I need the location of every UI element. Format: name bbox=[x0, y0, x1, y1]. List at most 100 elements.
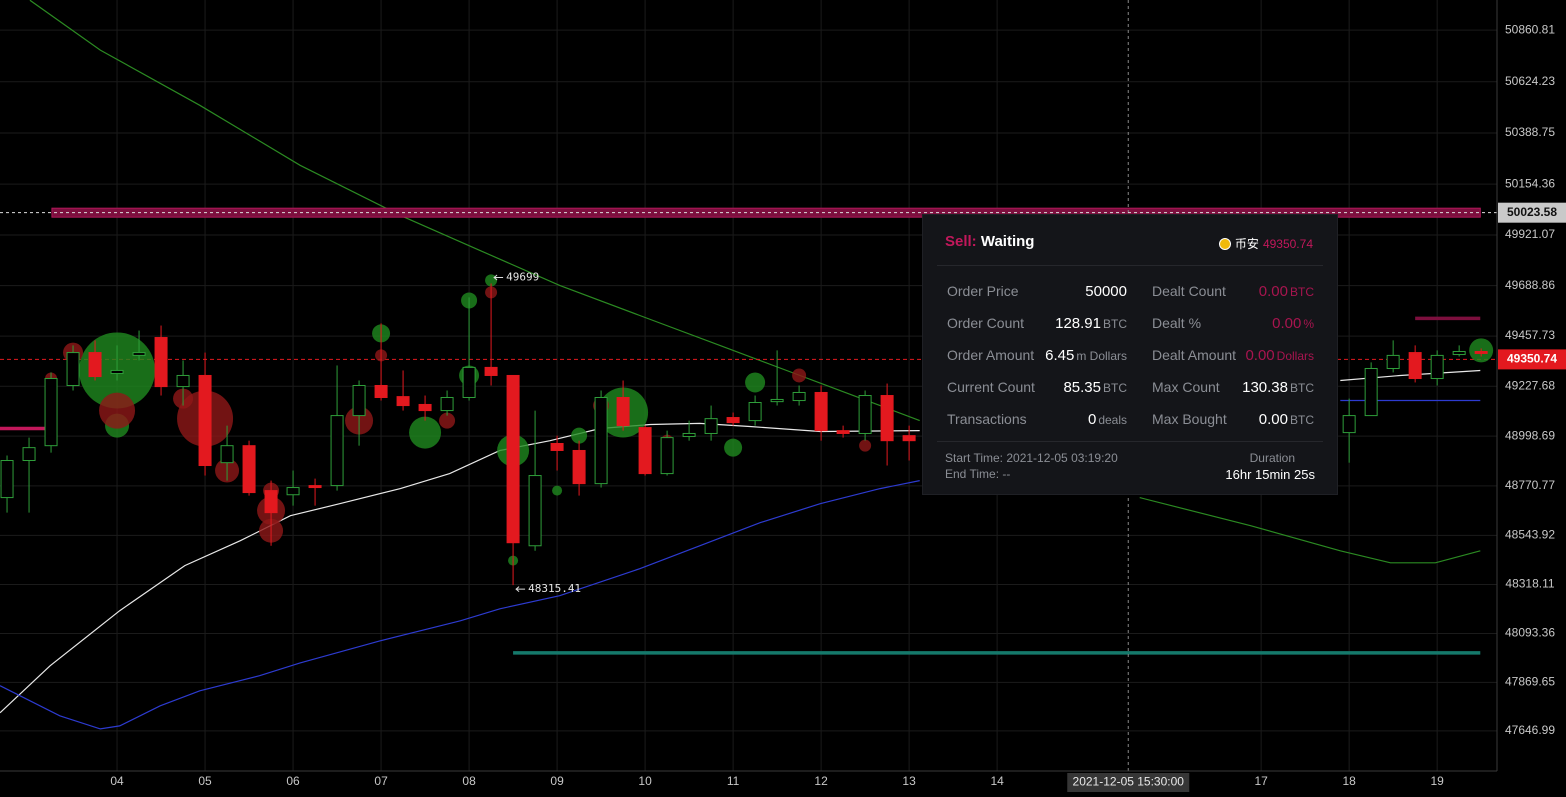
exchange-price: 49350.74 bbox=[1262, 236, 1313, 251]
info-label: Dealt Count bbox=[1152, 283, 1226, 299]
order-panel: Sell: Waiting 币安 49350.74 Order Price 5000… bbox=[922, 214, 1338, 495]
candle-body bbox=[748, 402, 762, 422]
y-tick-label: 48543.92 bbox=[1505, 527, 1555, 541]
info-value: 0.00 bbox=[1258, 282, 1288, 300]
candle-body bbox=[836, 430, 850, 434]
y-tick-label: 50154.36 bbox=[1505, 176, 1555, 190]
y-tick-label: 48093.36 bbox=[1505, 626, 1555, 640]
info-value-group: 6.45 m Dollars bbox=[1045, 347, 1127, 364]
info-label: Max Count bbox=[1152, 379, 1220, 395]
candle-body bbox=[1386, 354, 1400, 369]
candle-body bbox=[418, 403, 432, 412]
y-tick-label: 50388.75 bbox=[1505, 125, 1555, 139]
crosshair-x-label: 2021-12-05 15:30:00 bbox=[1073, 775, 1185, 789]
info-value: 0.00 bbox=[1258, 410, 1288, 428]
separator bbox=[937, 441, 1323, 442]
info-row: Max Count 130.38 BTC bbox=[1152, 371, 1314, 403]
annotation-arrow bbox=[493, 274, 504, 281]
info-unit: deals bbox=[1098, 412, 1127, 427]
info-unit: BTC bbox=[1103, 380, 1127, 395]
info-row: Dealt Amount 0.00 Dollars bbox=[1152, 339, 1314, 371]
x-tick-label: 11 bbox=[727, 774, 740, 788]
candle-body bbox=[396, 396, 410, 407]
info-label: Order Price bbox=[947, 283, 1019, 299]
candle-body bbox=[1364, 367, 1378, 417]
info-label: Transactions bbox=[947, 411, 1027, 427]
trade-bubble bbox=[439, 412, 456, 429]
candle-body bbox=[1452, 350, 1466, 356]
x-tick-label: 13 bbox=[902, 774, 916, 788]
plot bbox=[0, 0, 1497, 771]
info-row: Dealt % 0.00% bbox=[1152, 307, 1314, 339]
info-value: 0.00 bbox=[1272, 314, 1302, 332]
candle-body bbox=[1430, 354, 1444, 380]
info-unit: % bbox=[1303, 316, 1314, 331]
candle-body bbox=[44, 378, 58, 447]
crosshair-price-box bbox=[1498, 202, 1566, 223]
crosshair-x-box bbox=[1067, 773, 1190, 792]
ma-line bbox=[0, 399, 1481, 730]
x-tick-label: 04 bbox=[110, 774, 124, 788]
candle-body bbox=[682, 432, 696, 438]
info-label: Order Count bbox=[947, 315, 1025, 331]
info-row: Max Bought 0.00 BTC bbox=[1152, 403, 1314, 435]
x-tick-label: 17 bbox=[1254, 774, 1268, 788]
info-value: 130.38 bbox=[1242, 378, 1288, 396]
candle-body bbox=[132, 352, 146, 356]
x-tick-label: 18 bbox=[1342, 774, 1356, 788]
info-value: 128.91 bbox=[1055, 314, 1101, 332]
candle-body bbox=[22, 447, 36, 462]
info-row: Order Price 50000 bbox=[947, 275, 1127, 307]
info-value: 0.00 bbox=[1245, 346, 1275, 364]
info-unit: Dollars bbox=[1276, 348, 1314, 363]
side: Sell: bbox=[945, 233, 977, 250]
candle-body bbox=[880, 395, 894, 442]
y-tick-label: 49688.86 bbox=[1505, 278, 1555, 292]
candle-body bbox=[1474, 350, 1488, 354]
trade-bubble bbox=[552, 485, 563, 496]
trade-bubble bbox=[409, 416, 442, 449]
start-time: Start Time: 2021-12-05 03:19:20 bbox=[945, 451, 1118, 465]
y-tick-label: 49457.73 bbox=[1505, 328, 1555, 342]
candle-body bbox=[638, 427, 652, 475]
info-label: Current Count bbox=[947, 379, 1035, 395]
candle-body bbox=[198, 374, 212, 467]
candle-body bbox=[902, 435, 916, 442]
left-column: Order Price 50000 Order Count 128.91 BTC Orde… bbox=[947, 275, 1127, 435]
candle-body bbox=[0, 460, 14, 499]
info-value-group: 0.00% bbox=[1272, 315, 1314, 332]
info-value-group: 85.35 BTC bbox=[1063, 379, 1127, 396]
info-label: Dealt Amount bbox=[1152, 347, 1237, 363]
candle-body bbox=[308, 485, 322, 489]
x-tick-label: 06 bbox=[286, 774, 300, 788]
separator bbox=[937, 265, 1323, 266]
y-tick-label: 49227.68 bbox=[1505, 378, 1555, 392]
candle-body bbox=[66, 352, 80, 386]
candle-body bbox=[88, 352, 102, 378]
info-row: Order Amount 6.45 m Dollars bbox=[947, 339, 1127, 371]
x-tick-label: 10 bbox=[638, 774, 652, 788]
candle-body bbox=[330, 415, 344, 487]
candle-body bbox=[220, 445, 234, 464]
candle-body bbox=[1342, 415, 1356, 434]
last-price-label: 49350.74 bbox=[1507, 352, 1557, 366]
info-value: 85.35 bbox=[1063, 378, 1101, 396]
exchange-name: 币安 bbox=[1234, 237, 1259, 251]
candle-body bbox=[264, 490, 278, 514]
candle-body bbox=[176, 374, 190, 388]
candle-body bbox=[1408, 352, 1422, 380]
candle-body bbox=[704, 418, 718, 434]
last-price-box bbox=[1498, 349, 1566, 370]
candle-body bbox=[550, 442, 564, 451]
info-unit: BTC bbox=[1290, 412, 1314, 427]
candle-body bbox=[374, 385, 388, 398]
x-tick-label: 09 bbox=[550, 774, 564, 788]
x-tick-label: 08 bbox=[462, 774, 476, 788]
info-value-group: 0.00 BTC bbox=[1259, 283, 1314, 300]
info-row: Transactions 0 deals bbox=[947, 403, 1127, 435]
info-unit: BTC bbox=[1290, 284, 1314, 299]
candle-body bbox=[770, 398, 784, 403]
trade-bubble bbox=[792, 368, 807, 383]
info-unit: BTC bbox=[1103, 316, 1127, 331]
info-value-group: 0.00 BTC bbox=[1259, 411, 1314, 428]
